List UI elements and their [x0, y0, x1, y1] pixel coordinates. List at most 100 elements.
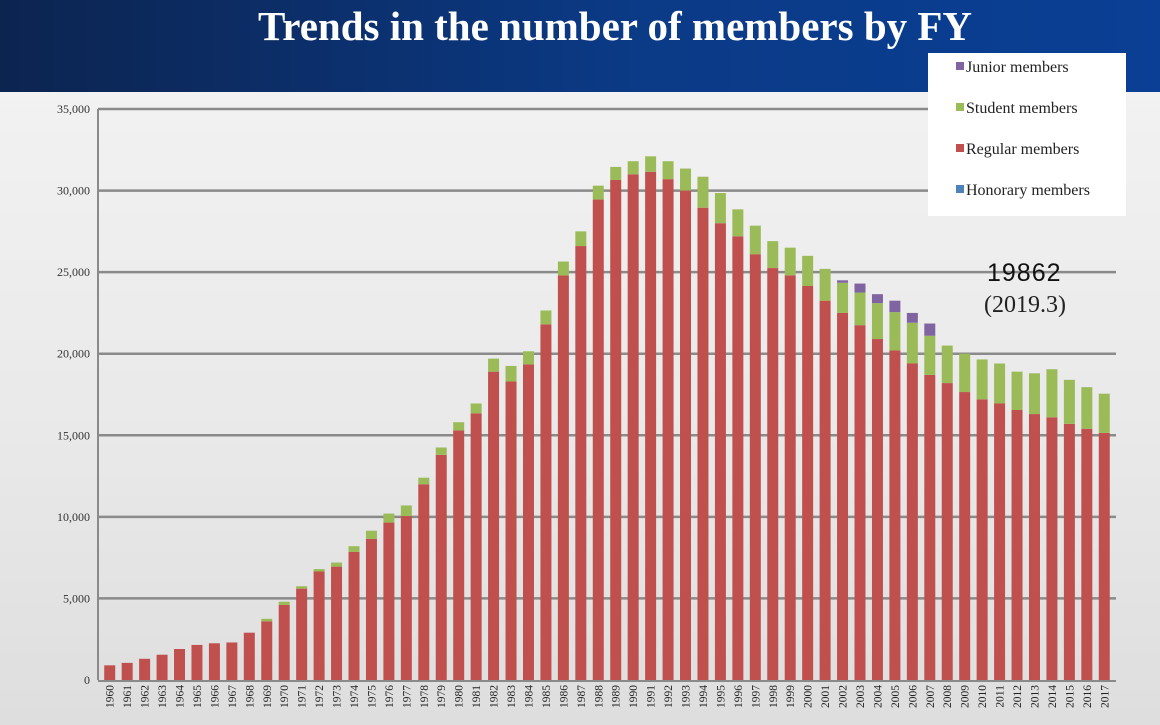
bar-student-members: [575, 231, 587, 247]
x-tick-label: 1972: [314, 685, 326, 708]
legend-item: Honorary members: [956, 182, 1090, 200]
bar-student-members: [837, 282, 849, 313]
x-tick-label: 1982: [489, 685, 501, 708]
bar-student-members: [767, 241, 779, 269]
bar-junior-members: [924, 323, 936, 336]
bar-regular-members: [540, 324, 552, 680]
bar-junior-members: [906, 312, 918, 323]
bar-student-members: [906, 322, 918, 364]
bar-regular-members: [994, 403, 1006, 680]
bar-student-members: [313, 569, 325, 572]
bar-regular-members: [156, 654, 168, 680]
bar-regular-members: [714, 223, 726, 680]
legend-label: Honorary members: [966, 182, 1090, 199]
bar-regular-members: [121, 662, 133, 680]
x-tick-label: 1980: [454, 685, 466, 708]
x-tick-label: 1993: [681, 685, 693, 708]
bar-regular-members: [1063, 423, 1075, 680]
bar-student-members: [714, 193, 726, 224]
bar-student-members: [418, 477, 430, 485]
y-tick-label: 30,000: [57, 184, 90, 198]
bar-regular-members: [296, 588, 308, 680]
bar-regular-members: [1046, 417, 1058, 680]
x-tick-label: 1965: [192, 685, 204, 708]
bar-regular-members: [226, 642, 238, 680]
x-tick-label: 1988: [593, 685, 605, 708]
bar-student-members: [994, 363, 1006, 404]
bar-student-members: [749, 225, 761, 255]
x-tick-label: 1969: [262, 685, 274, 708]
x-tick-label: 2002: [838, 685, 850, 708]
x-tick-label: 2016: [1082, 685, 1094, 708]
bar-regular-members: [488, 371, 500, 680]
bar-regular-members: [278, 604, 290, 680]
bar-student-members: [784, 247, 796, 276]
x-tick-label: 1966: [209, 685, 221, 708]
bar-regular-members: [819, 300, 831, 680]
bar-regular-members: [174, 649, 186, 680]
bar-student-members: [1046, 369, 1058, 418]
x-tick-label: 1981: [471, 685, 483, 708]
bar-junior-members: [854, 283, 866, 293]
legend-swatch: [956, 62, 964, 70]
bar-student-members: [976, 359, 988, 400]
bar-student-members: [680, 168, 692, 191]
bar-student-members: [278, 601, 290, 605]
bar-regular-members: [976, 399, 988, 680]
bar-student-members: [383, 513, 395, 523]
bar-regular-members: [732, 236, 744, 680]
bar-regular-members: [383, 522, 395, 680]
bar-regular-members: [470, 413, 482, 680]
y-tick-label: 10,000: [57, 510, 90, 524]
bar-regular-members: [871, 339, 883, 680]
bar-student-members: [365, 530, 377, 539]
x-tick-label: 2005: [890, 685, 902, 708]
x-tick-label: 2015: [1064, 685, 1076, 708]
bar-student-members: [540, 310, 552, 325]
legend-item: Student members: [956, 100, 1078, 118]
x-tick-label: 1963: [157, 685, 169, 708]
x-tick-label: 1992: [663, 685, 675, 708]
x-tick-label: 2007: [925, 685, 937, 708]
bar-regular-members: [104, 665, 116, 680]
bar-regular-members: [1081, 428, 1093, 680]
bar-regular-members: [767, 268, 779, 680]
bar-student-members: [1011, 371, 1023, 410]
bar-student-members: [592, 185, 604, 200]
x-tick-label: 1986: [558, 685, 570, 708]
legend-item: Junior members: [956, 59, 1069, 77]
bar-student-members: [453, 422, 465, 431]
x-tick-label: 1970: [279, 685, 291, 708]
bar-regular-members: [313, 571, 325, 680]
legend-label: Junior members: [966, 59, 1069, 76]
bar-student-members: [610, 166, 622, 180]
bar-student-members: [348, 546, 360, 552]
x-tick-label: 2011: [995, 685, 1007, 708]
legend-label: Regular members: [966, 141, 1080, 158]
bar-student-members: [802, 255, 814, 287]
y-tick-label: 20,000: [57, 347, 90, 361]
x-tick-label: 1974: [349, 685, 361, 708]
x-tick-label: 1979: [436, 685, 448, 708]
bar-regular-members: [959, 392, 971, 680]
legend-swatch: [956, 144, 964, 152]
bar-regular-members: [453, 430, 465, 680]
bar-regular-members: [191, 644, 203, 680]
x-tick-label: 2013: [1029, 685, 1041, 708]
x-tick-label: 2017: [1099, 685, 1111, 708]
annotation-date: (2019.3): [984, 292, 1066, 318]
bar-student-members: [1028, 373, 1040, 415]
bar-junior-members: [889, 300, 901, 313]
bar-student-members: [1081, 387, 1093, 429]
bar-student-members: [871, 303, 883, 340]
annotation-member-count: 19862: [987, 259, 1062, 287]
bar-regular-members: [1011, 409, 1023, 680]
bar-student-members: [435, 447, 447, 455]
x-tick-label: 1978: [419, 685, 431, 708]
x-tick-label: 1968: [244, 685, 256, 708]
bar-regular-members: [1028, 414, 1040, 680]
x-tick-label: 2004: [872, 685, 884, 708]
bar-student-members: [662, 161, 674, 180]
legend-item: Regular members: [956, 141, 1080, 159]
